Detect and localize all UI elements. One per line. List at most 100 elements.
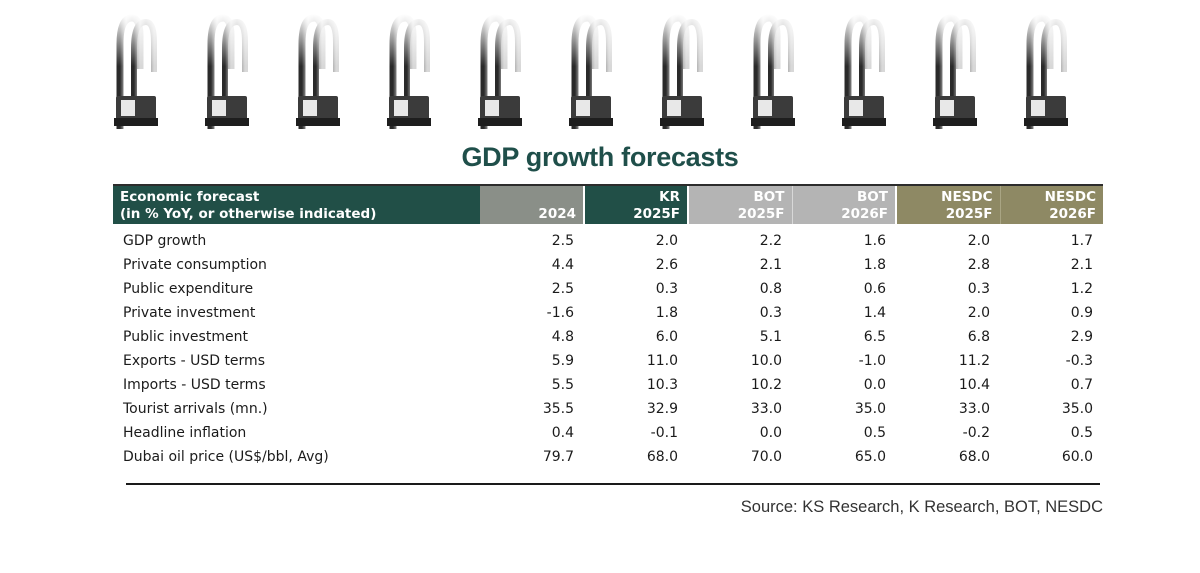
cell-value: 4.4 [551,257,574,273]
source-note: Source: KS Research, K Research, BOT, NE… [740,498,1103,516]
cell-value: 35.5 [542,401,574,417]
cell-value: 0.8 [759,281,782,297]
table-header-row: Economic forecast (in % YoY, or otherwise… [113,186,1103,224]
row-label: Private consumption [123,257,267,273]
binder-ring-icon [474,14,524,130]
cell-value: 0.5 [1070,425,1093,441]
cell-value: 70.0 [750,449,782,465]
cell-value: 0.3 [655,281,678,297]
binder-ring-icon [201,14,251,130]
cell-value: 33.0 [750,401,782,417]
table-bottom-rule [126,483,1100,485]
row-label: GDP growth [123,233,207,249]
cell-value: 5.1 [759,329,782,345]
cell-value: 5.5 [551,377,574,393]
row-label: Public expenditure [123,281,254,297]
row-label: Imports - USD terms [123,377,266,393]
cell-value: 2.5 [551,233,574,249]
binder-ring-icon [1020,14,1070,130]
cell-value: 79.7 [542,449,574,465]
cell-value: 1.4 [863,305,886,321]
header-2024: 2024 [480,186,584,224]
binder-ring-icon [292,14,342,130]
table-top-rule [113,184,1103,186]
cell-value: 11.2 [958,353,990,369]
table-row: Public expenditure 2.5 0.3 0.8 0.6 0.3 1… [113,277,1103,301]
cell-value: 0.4 [551,425,574,441]
cell-value: 68.0 [646,449,678,465]
table-row: Public investment 4.8 6.0 5.1 6.5 6.8 2.… [113,325,1103,349]
row-label: Private investment [123,305,256,321]
table-row: Tourist arrivals (mn.) 35.5 32.9 33.0 35… [113,397,1103,421]
cell-value: 2.0 [967,233,990,249]
cell-value: 11.0 [646,353,678,369]
cell-value: 6.8 [967,329,990,345]
row-label: Public investment [123,329,248,345]
cell-value: -1.0 [858,353,886,369]
cell-value: 2.9 [1070,329,1093,345]
binder-rings [110,14,1100,130]
cell-value: 10.2 [750,377,782,393]
table-row: Headline inflation 0.4 -0.1 0.0 0.5 -0.2… [113,421,1103,445]
cell-value: 0.6 [863,281,886,297]
header-nesdc-2025f: NESDC 2025F [895,186,1000,224]
cell-value: 5.9 [551,353,574,369]
cell-value: 2.2 [759,233,782,249]
header-bot-2026f: BOT 2026F [791,186,896,224]
cell-value: 1.2 [1070,281,1093,297]
cell-value: 2.0 [655,233,678,249]
binder-ring-icon [565,14,615,130]
row-label: Dubai oil price (US$/bbl, Avg) [123,449,329,465]
cell-value: 2.8 [967,257,990,273]
cell-value: 6.0 [655,329,678,345]
cell-value: 0.7 [1070,377,1093,393]
cell-value: 0.3 [759,305,782,321]
cell-value: 0.5 [863,425,886,441]
row-label: Headline inflation [123,425,247,441]
header-nesdc-2026f: NESDC 2026F [999,186,1103,224]
header-kr-2025f: KR 2025F [583,186,688,224]
cell-value: 1.7 [1070,233,1093,249]
cell-value: 2.6 [655,257,678,273]
forecast-table: Economic forecast (in % YoY, or otherwise… [113,186,1103,469]
cell-value: 65.0 [854,449,886,465]
cell-value: 2.1 [759,257,782,273]
cell-value: 6.5 [863,329,886,345]
cell-value: 68.0 [958,449,990,465]
cell-value: -0.3 [1065,353,1093,369]
header-bot-2025f: BOT 2025F [687,186,792,224]
cell-value: 0.9 [1070,305,1093,321]
row-label: Exports - USD terms [123,353,265,369]
cell-value: 2.1 [1070,257,1093,273]
cell-value: 1.8 [655,305,678,321]
cell-value: 35.0 [854,401,886,417]
table-row: Private consumption 4.4 2.6 2.1 1.8 2.8 … [113,253,1103,277]
header-economic-forecast: Economic forecast (in % YoY, or otherwise… [113,186,480,224]
binder-ring-icon [110,14,160,130]
cell-value: 33.0 [958,401,990,417]
cell-value: 4.8 [551,329,574,345]
cell-value: 10.3 [646,377,678,393]
cell-value: 2.0 [967,305,990,321]
table-row: Dubai oil price (US$/bbl, Avg) 79.7 68.0… [113,445,1103,469]
binder-ring-icon [929,14,979,130]
table-row: GDP growth 2.5 2.0 2.2 1.6 2.0 1.7 [113,224,1103,253]
cell-value: -1.6 [546,305,574,321]
cell-value: 0.0 [759,425,782,441]
cell-value: 2.5 [551,281,574,297]
binder-ring-icon [747,14,797,130]
binder-ring-icon [838,14,888,130]
binder-ring-icon [383,14,433,130]
cell-value: 0.3 [967,281,990,297]
cell-value: 10.4 [958,377,990,393]
table-row: Exports - USD terms 5.9 11.0 10.0 -1.0 1… [113,349,1103,373]
row-label: Tourist arrivals (mn.) [123,401,268,417]
cell-value: 60.0 [1061,449,1093,465]
cell-value: 1.6 [863,233,886,249]
page-title: GDP growth forecasts [461,142,739,172]
cell-value: 10.0 [750,353,782,369]
cell-value: 32.9 [646,401,678,417]
cell-value: 1.8 [863,257,886,273]
cell-value: -0.2 [962,425,990,441]
table-row: Private investment -1.6 1.8 0.3 1.4 2.0 … [113,301,1103,325]
